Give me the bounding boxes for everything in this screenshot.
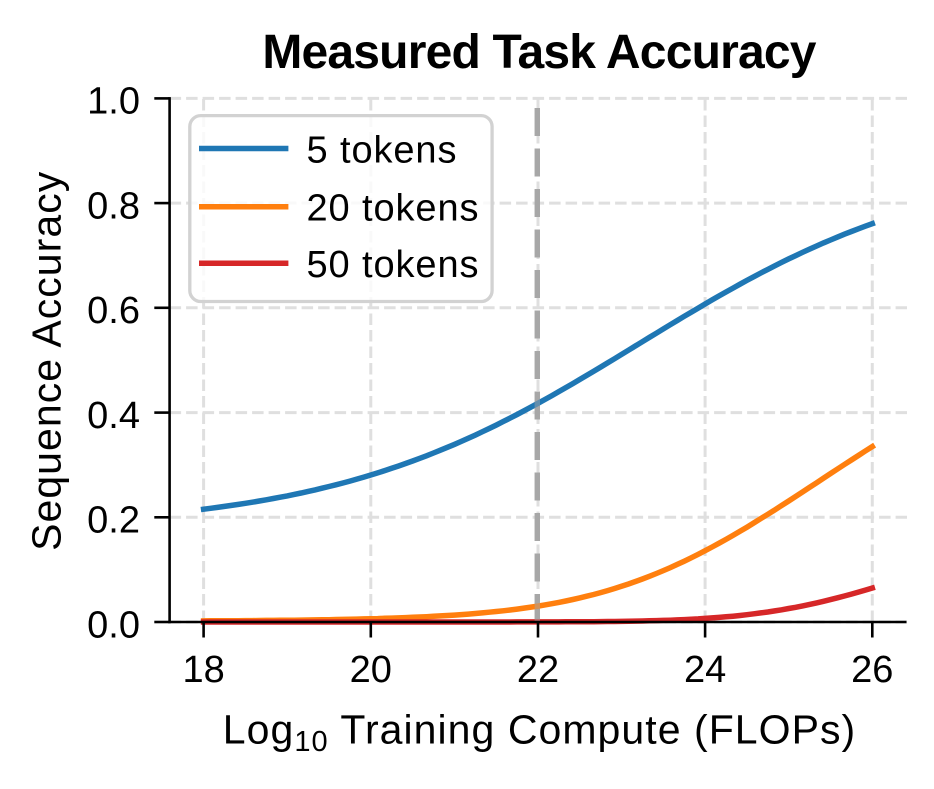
svg-text:5 tokens: 5 tokens	[307, 129, 458, 171]
svg-text:50 tokens: 50 tokens	[307, 244, 480, 286]
svg-text:22: 22	[517, 649, 559, 691]
svg-text:20: 20	[350, 649, 392, 691]
svg-text:0.2: 0.2	[87, 500, 140, 542]
svg-text:0.8: 0.8	[87, 185, 140, 227]
svg-text:26: 26	[851, 649, 893, 691]
svg-text:0.6: 0.6	[87, 290, 140, 332]
svg-text:20 tokens: 20 tokens	[307, 188, 480, 230]
svg-text:24: 24	[684, 649, 726, 691]
svg-text:0.4: 0.4	[87, 395, 140, 437]
svg-text:Measured Task Accuracy: Measured Task Accuracy	[262, 26, 816, 79]
svg-text:18: 18	[182, 649, 224, 691]
svg-text:Log10 Training Compute (FLOPs): Log10 Training Compute (FLOPs)	[223, 706, 856, 758]
svg-text:1.0: 1.0	[87, 81, 140, 123]
svg-text:0.0: 0.0	[87, 604, 140, 646]
svg-text:Sequence Accuracy: Sequence Accuracy	[24, 171, 70, 551]
